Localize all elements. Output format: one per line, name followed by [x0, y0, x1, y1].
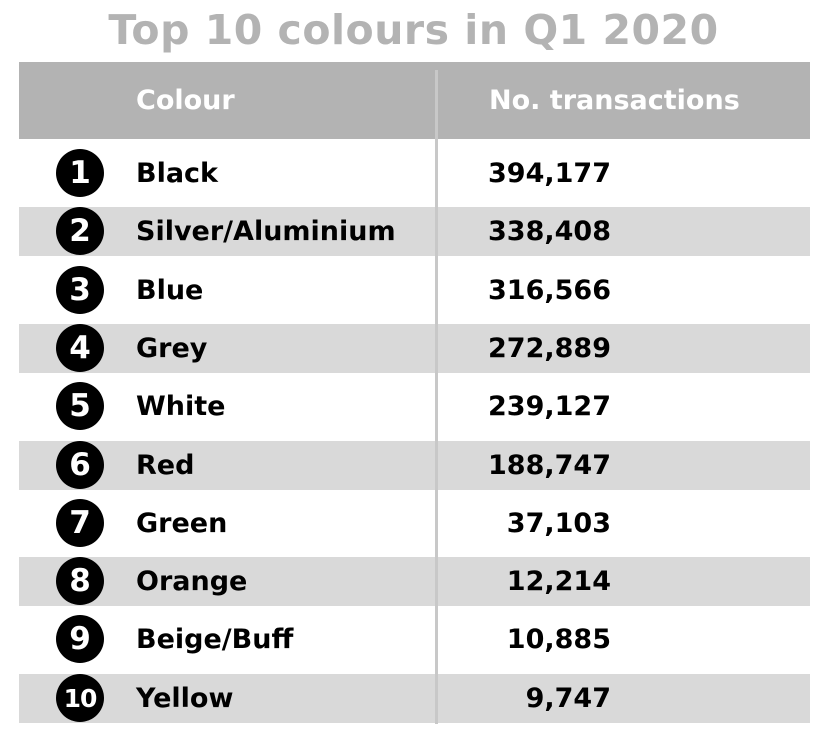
rank-badge: 10: [56, 674, 104, 722]
page-title: Top 10 colours in Q1 2020: [108, 6, 719, 54]
colour-name-cell: Silver/Aluminium: [136, 216, 396, 247]
table-header: Colour No. transactions: [19, 62, 810, 139]
transactions-cell: 9,747: [525, 683, 611, 714]
table-row: 8 Orange 12,214: [19, 557, 810, 606]
colour-name-cell: Beige/Buff: [136, 624, 294, 655]
colour-name-cell: Red: [136, 450, 195, 481]
table-row: 7 Green 37,103: [19, 499, 810, 548]
colour-name-cell: Grey: [136, 333, 208, 364]
table-row: 3 Blue 316,566: [19, 266, 810, 315]
colour-name-cell: Black: [136, 158, 219, 189]
rank-badge: 2: [56, 207, 104, 255]
table-row: 4 Grey 272,889: [19, 324, 810, 373]
table-row: 10 Yellow 9,747: [19, 674, 810, 723]
colours-table: Colour No. transactions 1 Black 394,177 2 Si…: [19, 62, 810, 724]
rank-badge: 8: [56, 557, 104, 605]
table-row: 5 White 239,127: [19, 382, 810, 431]
column-header-colour: Colour: [136, 85, 235, 116]
transactions-cell: 316,566: [488, 275, 611, 306]
transactions-cell: 188,747: [488, 450, 611, 481]
transactions-cell: 10,885: [506, 624, 611, 655]
rank-badge: 9: [56, 615, 104, 663]
transactions-cell: 338,408: [488, 216, 611, 247]
transactions-cell: 37,103: [506, 508, 611, 539]
column-header-transactions: No. transactions: [489, 85, 740, 116]
rank-badge: 7: [56, 499, 104, 547]
table-row: 9 Beige/Buff 10,885: [19, 615, 810, 664]
column-divider: [435, 70, 438, 724]
rank-badge: 1: [56, 149, 104, 197]
rank-badge: 4: [56, 324, 104, 372]
colour-name-cell: Orange: [136, 566, 248, 597]
table-row: 2 Silver/Aluminium 338,408: [19, 207, 810, 256]
transactions-cell: 239,127: [488, 391, 611, 422]
rank-badge: 6: [56, 441, 104, 489]
table-row: 1 Black 394,177: [19, 149, 810, 198]
table-row: 6 Red 188,747: [19, 441, 810, 490]
colour-name-cell: Yellow: [136, 683, 234, 714]
colour-name-cell: White: [136, 391, 226, 422]
colour-name-cell: Blue: [136, 275, 204, 306]
transactions-cell: 394,177: [488, 158, 611, 189]
rank-badge: 5: [56, 382, 104, 430]
rank-badge: 3: [56, 266, 104, 314]
colour-name-cell: Green: [136, 508, 228, 539]
transactions-cell: 272,889: [488, 333, 611, 364]
transactions-cell: 12,214: [506, 566, 611, 597]
